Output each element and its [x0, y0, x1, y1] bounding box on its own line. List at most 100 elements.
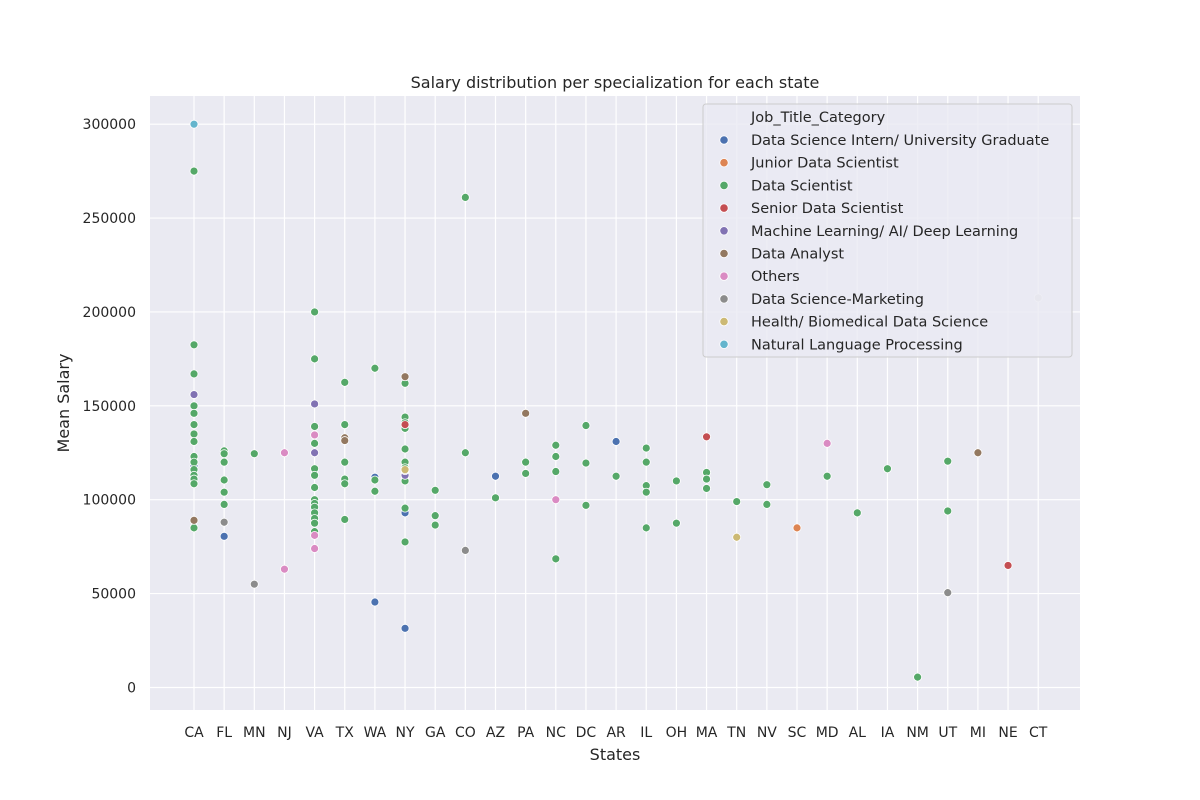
data-point — [641, 487, 651, 497]
data-point — [310, 307, 320, 317]
data-point — [340, 515, 350, 524]
data-point — [189, 166, 199, 176]
x-tick-label: MA — [696, 725, 718, 741]
data-point — [189, 523, 199, 533]
data-point — [310, 483, 320, 492]
data-point — [189, 401, 199, 411]
data-point — [400, 503, 410, 513]
data-point — [340, 377, 350, 387]
data-point — [521, 457, 531, 467]
x-tick-label: MD — [816, 725, 839, 741]
y-tick-label: 0 — [127, 680, 136, 696]
data-point — [551, 467, 561, 476]
data-point — [792, 523, 802, 533]
data-point — [310, 448, 320, 458]
x-tick-label: NY — [396, 725, 415, 741]
data-point — [189, 390, 199, 399]
legend-marker — [719, 135, 729, 145]
x-tick-label: AZ — [486, 725, 505, 741]
data-point — [249, 449, 259, 459]
data-point — [581, 500, 591, 510]
data-point — [400, 372, 410, 382]
x-tick-label: WA — [364, 725, 387, 741]
x-tick-label: NC — [546, 725, 566, 741]
data-point — [219, 475, 229, 485]
data-point — [430, 511, 440, 521]
legend-label: Data Science Intern/ University Graduate — [751, 133, 1049, 149]
data-point — [219, 499, 229, 509]
legend-marker — [719, 226, 729, 236]
x-tick-label: AL — [849, 725, 867, 741]
legend-label: Others — [751, 269, 800, 285]
data-point — [310, 399, 320, 409]
x-tick-label: OH — [666, 725, 688, 741]
data-point — [732, 532, 742, 542]
data-point — [189, 479, 199, 489]
legend: Job_Title_Category Data Science Intern/ … — [702, 103, 1073, 358]
legend-label: Machine Learning/ AI/ Deep Learning — [751, 224, 1018, 240]
data-point — [310, 470, 320, 480]
data-point — [189, 429, 199, 439]
data-point — [400, 444, 410, 454]
data-point — [551, 495, 561, 505]
data-point — [822, 438, 832, 448]
data-point — [400, 465, 410, 475]
x-tick-label: DC — [576, 725, 597, 741]
y-tick-label: 200000 — [83, 305, 136, 321]
x-tick-label: NV — [757, 725, 777, 741]
data-point — [762, 499, 772, 509]
data-point — [762, 480, 772, 490]
y-tick-label: 50000 — [91, 587, 136, 603]
data-point — [280, 564, 289, 574]
legend-marker — [719, 248, 729, 259]
legend-label: Data Scientist — [751, 178, 853, 194]
y-tick-label: 250000 — [83, 211, 136, 227]
data-point — [370, 475, 380, 485]
data-point — [672, 518, 681, 528]
data-point — [641, 443, 651, 453]
data-point — [370, 486, 380, 496]
data-point — [310, 518, 320, 528]
data-point — [491, 493, 500, 503]
legend-label: Junior Data Scientist — [750, 156, 899, 172]
x-tick-label: CO — [455, 725, 476, 741]
data-point — [189, 420, 199, 429]
data-point — [672, 476, 681, 486]
data-point — [460, 448, 470, 458]
data-point — [310, 438, 320, 448]
data-point — [310, 544, 320, 553]
x-tick-label: UT — [938, 725, 957, 741]
x-tick-label: IA — [881, 725, 895, 741]
y-tick-label: 100000 — [83, 493, 136, 509]
legend-label: Data Analyst — [751, 247, 844, 263]
data-point — [641, 523, 651, 533]
legend-marker — [719, 203, 729, 213]
data-point — [310, 530, 320, 540]
data-point — [189, 119, 199, 129]
data-point — [400, 623, 410, 633]
x-tick-label: NM — [906, 725, 929, 741]
data-point — [732, 497, 742, 506]
x-tick-label: SC — [788, 725, 807, 741]
data-point — [310, 354, 320, 364]
data-point — [702, 432, 711, 442]
data-point — [189, 369, 199, 379]
x-tick-label: NE — [998, 725, 1017, 741]
data-point — [1003, 561, 1013, 570]
data-point — [852, 508, 862, 518]
data-point — [189, 408, 199, 418]
legend-marker — [719, 316, 729, 327]
data-point — [189, 340, 199, 350]
legend-marker — [719, 294, 729, 304]
legend-marker — [719, 180, 729, 190]
x-tick-label: VA — [305, 725, 324, 741]
legend-label: Senior Data Scientist — [751, 201, 904, 217]
data-point — [219, 487, 229, 497]
data-point — [249, 579, 259, 589]
chart-title: Salary distribution per specialization f… — [411, 73, 820, 92]
data-point — [581, 421, 591, 430]
y-tick-label: 300000 — [83, 117, 136, 133]
legend-label: Data Science-Marketing — [751, 292, 924, 308]
x-tick-label: AR — [606, 725, 626, 741]
legend-title: Job_Title_Category — [750, 110, 886, 126]
